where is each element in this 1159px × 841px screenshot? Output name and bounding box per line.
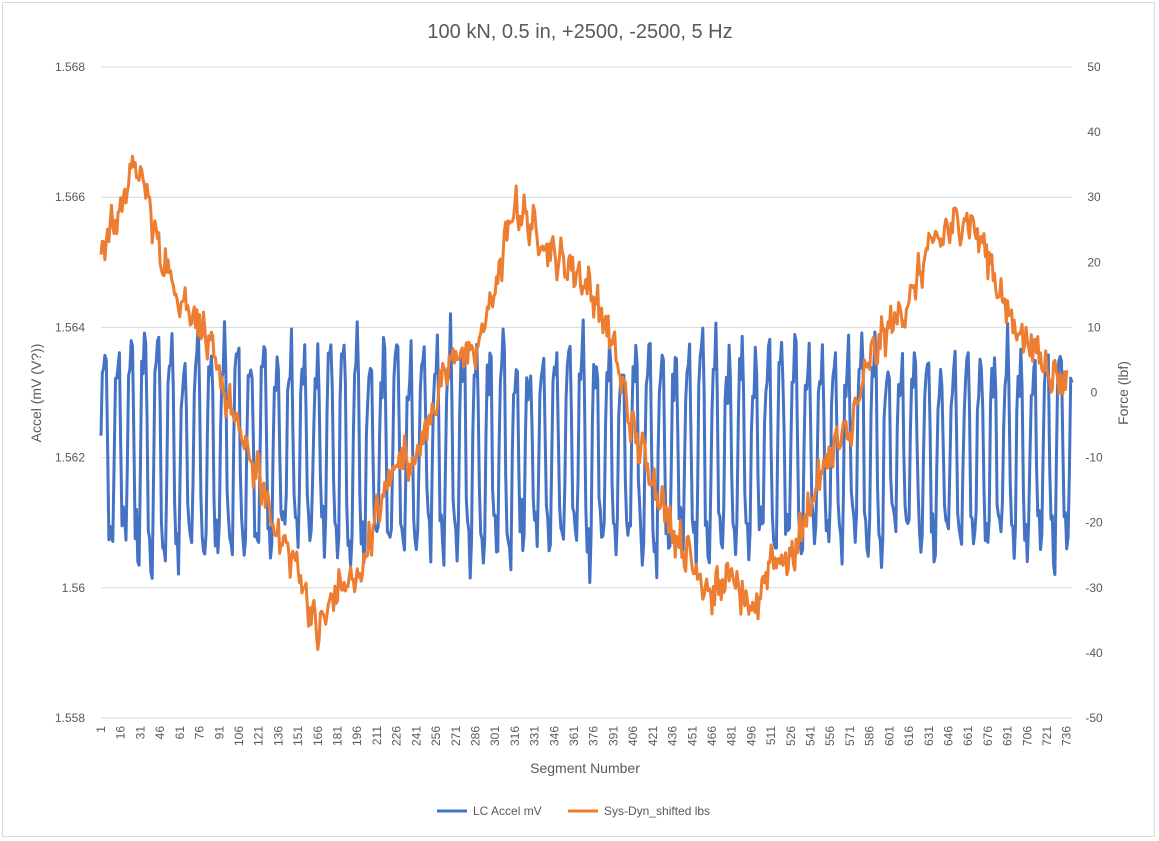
right-tick-label: -50 bbox=[1085, 711, 1103, 725]
x-tick-label: 46 bbox=[153, 726, 167, 740]
x-tick-label: 271 bbox=[449, 726, 463, 746]
x-tick-label: 166 bbox=[311, 726, 325, 746]
x-tick-label: 661 bbox=[961, 726, 975, 746]
x-tick-label: 511 bbox=[764, 726, 778, 745]
right-axis-ticks: -50 -40 -30 -20 -10 0 10 20 30 40 50 bbox=[1085, 60, 1103, 725]
x-tick-label: 256 bbox=[429, 726, 443, 746]
x-tick-label: 91 bbox=[212, 726, 226, 740]
x-tick-label: 646 bbox=[941, 726, 955, 746]
right-tick-label: 0 bbox=[1091, 386, 1098, 400]
left-tick-label: 1.564 bbox=[55, 320, 85, 334]
right-axis-label: Force (lbf) bbox=[1115, 361, 1131, 425]
x-tick-label: 286 bbox=[468, 726, 482, 746]
x-tick-label: 61 bbox=[173, 726, 187, 740]
x-tick-label: 556 bbox=[823, 726, 837, 746]
x-tick-label: 301 bbox=[488, 726, 502, 746]
x-tick-label: 346 bbox=[547, 726, 561, 746]
x-tick-label: 526 bbox=[784, 726, 798, 746]
x-tick-label: 241 bbox=[409, 726, 423, 746]
x-tick-label: 181 bbox=[331, 726, 345, 746]
right-tick-label: -40 bbox=[1085, 646, 1103, 660]
left-tick-label: 1.558 bbox=[55, 711, 85, 725]
x-tick-label: 481 bbox=[725, 726, 739, 746]
x-tick-label: 601 bbox=[882, 726, 896, 746]
left-axis-ticks: 1.558 1.56 1.562 1.564 1.566 1.568 bbox=[55, 60, 85, 725]
x-tick-label: 631 bbox=[922, 726, 936, 746]
x-tick-label: 586 bbox=[863, 726, 877, 746]
x-tick-label: 691 bbox=[1001, 726, 1015, 746]
x-tick-label: 16 bbox=[114, 726, 128, 740]
x-tick-label: 496 bbox=[744, 726, 758, 746]
left-tick-label: 1.566 bbox=[55, 190, 85, 204]
x-tick-label: 421 bbox=[646, 726, 660, 746]
right-tick-label: -20 bbox=[1085, 516, 1103, 530]
x-axis-ticks: 1 16 31 46 61 76 91 106 121 136 151 166 181 196 211 226… bbox=[94, 726, 1074, 746]
left-axis-label: Accel (mV (V?)) bbox=[28, 344, 44, 443]
right-tick-label: 10 bbox=[1087, 320, 1101, 334]
x-tick-label: 721 bbox=[1040, 726, 1054, 746]
x-tick-label: 571 bbox=[843, 726, 857, 746]
x-tick-label: 316 bbox=[508, 726, 522, 746]
legend-label-sys-dyn: Sys-Dyn_shifted lbs bbox=[604, 804, 710, 818]
x-tick-label: 1 bbox=[94, 726, 108, 733]
legend: LC Accel mV Sys-Dyn_shifted lbs bbox=[437, 804, 710, 818]
x-tick-label: 121 bbox=[252, 726, 266, 746]
right-tick-label: 40 bbox=[1087, 125, 1101, 139]
right-tick-label: -30 bbox=[1085, 581, 1103, 595]
x-tick-label: 736 bbox=[1060, 726, 1074, 746]
x-tick-label: 331 bbox=[528, 726, 542, 746]
x-axis-label: Segment Number bbox=[530, 760, 640, 776]
x-tick-label: 706 bbox=[1020, 726, 1034, 746]
x-tick-label: 466 bbox=[705, 726, 719, 746]
x-tick-label: 226 bbox=[390, 726, 404, 746]
right-tick-label: 30 bbox=[1087, 190, 1101, 204]
x-tick-label: 211 bbox=[370, 726, 384, 745]
x-tick-label: 391 bbox=[606, 726, 620, 746]
left-tick-label: 1.562 bbox=[55, 451, 85, 465]
x-tick-label: 151 bbox=[291, 726, 305, 746]
left-tick-label: 1.568 bbox=[55, 60, 85, 74]
series-lc-accel-line bbox=[99, 312, 1074, 584]
x-tick-label: 76 bbox=[193, 726, 207, 740]
gridlines bbox=[101, 66, 1072, 719]
right-tick-label: -10 bbox=[1085, 451, 1103, 465]
right-tick-label: 20 bbox=[1087, 255, 1101, 269]
x-tick-label: 361 bbox=[567, 726, 581, 746]
x-tick-label: 406 bbox=[626, 726, 640, 746]
chart-title: 100 kN, 0.5 in, +2500, -2500, 5 Hz bbox=[427, 21, 732, 43]
x-tick-label: 616 bbox=[902, 726, 916, 746]
x-tick-label: 136 bbox=[271, 726, 285, 746]
left-tick-label: 1.56 bbox=[62, 581, 86, 595]
x-tick-label: 451 bbox=[685, 726, 699, 746]
right-tick-label: 50 bbox=[1087, 60, 1101, 74]
x-tick-label: 376 bbox=[587, 726, 601, 746]
series-sys-dyn-line bbox=[99, 154, 1069, 651]
x-tick-label: 31 bbox=[133, 726, 147, 740]
x-tick-label: 541 bbox=[804, 726, 818, 746]
x-tick-label: 676 bbox=[981, 726, 995, 746]
series-layer bbox=[99, 154, 1074, 651]
legend-label-lc-accel: LC Accel mV bbox=[473, 804, 542, 818]
x-tick-label: 106 bbox=[232, 726, 246, 746]
x-tick-label: 436 bbox=[666, 726, 680, 746]
x-tick-label: 196 bbox=[350, 726, 364, 746]
